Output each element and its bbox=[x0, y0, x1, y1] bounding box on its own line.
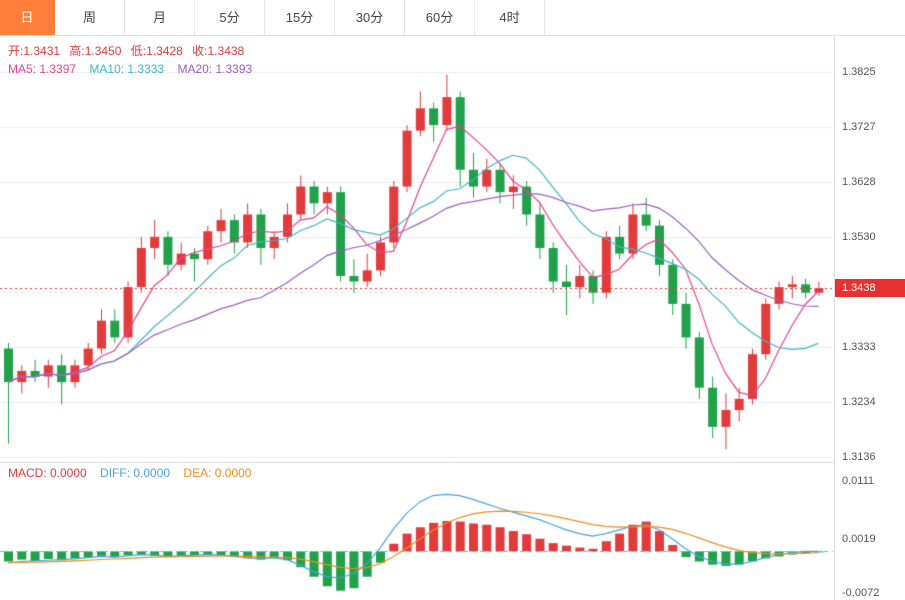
dea-value: DEA: 0.0000 bbox=[183, 466, 252, 480]
axis-label: 1.3628 bbox=[842, 176, 876, 188]
close-value: 收:1.3438 bbox=[192, 44, 245, 58]
macd-info: MACD: 0.0000 DIFF: 0.0000 DEA: 0.0000 bbox=[8, 466, 261, 480]
tab-15min[interactable]: 15分 bbox=[265, 0, 335, 35]
tab-week[interactable]: 周 bbox=[55, 0, 125, 35]
axis-label: 1.3530 bbox=[842, 231, 876, 243]
macd-axis-label: 0.0111 bbox=[842, 475, 875, 487]
candlestick-chart-canvas[interactable] bbox=[0, 36, 905, 600]
open-value: 开:1.3431 bbox=[8, 44, 61, 58]
axis-label: 1.3136 bbox=[842, 451, 876, 463]
axis-label: 1.3234 bbox=[842, 396, 876, 408]
tab-day[interactable]: 日 bbox=[0, 0, 55, 35]
axis-label: 1.3825 bbox=[842, 66, 876, 78]
diff-value: DIFF: 0.0000 bbox=[100, 466, 171, 480]
ma10-value: MA10: 1.3333 bbox=[89, 62, 165, 76]
low-value: 低:1.3428 bbox=[130, 44, 183, 58]
tab-30min[interactable]: 30分 bbox=[335, 0, 405, 35]
ma-info: MA5: 1.3397 MA10: 1.3333 MA20: 1.3393 bbox=[8, 62, 262, 76]
macd-value: MACD: 0.0000 bbox=[8, 466, 87, 480]
ma20-value: MA20: 1.3393 bbox=[177, 62, 253, 76]
tab-60min[interactable]: 60分 bbox=[405, 0, 475, 35]
timeframe-tabbar: 日 周 月 5分 15分 30分 60分 4时 bbox=[0, 0, 905, 36]
axis-label: 1.3333 bbox=[842, 341, 876, 353]
high-value: 高:1.3450 bbox=[69, 44, 122, 58]
tab-4hour[interactable]: 4时 bbox=[475, 0, 545, 35]
tab-month[interactable]: 月 bbox=[125, 0, 195, 35]
macd-axis-label: -0.0072 bbox=[842, 587, 880, 599]
price-axis: 1.3825 1.3727 1.3628 1.3530 1.3438 1.333… bbox=[834, 36, 905, 600]
ohlc-info: 开:1.3431 高:1.3450 低:1.3428 收:1.3438 bbox=[8, 42, 250, 59]
current-price-tag: 1.3438 bbox=[835, 279, 905, 297]
ma5-value: MA5: 1.3397 bbox=[8, 62, 77, 76]
tab-5min[interactable]: 5分 bbox=[195, 0, 265, 35]
macd-axis-label: 0.0019 bbox=[842, 533, 876, 545]
axis-label: 1.3727 bbox=[842, 121, 876, 133]
